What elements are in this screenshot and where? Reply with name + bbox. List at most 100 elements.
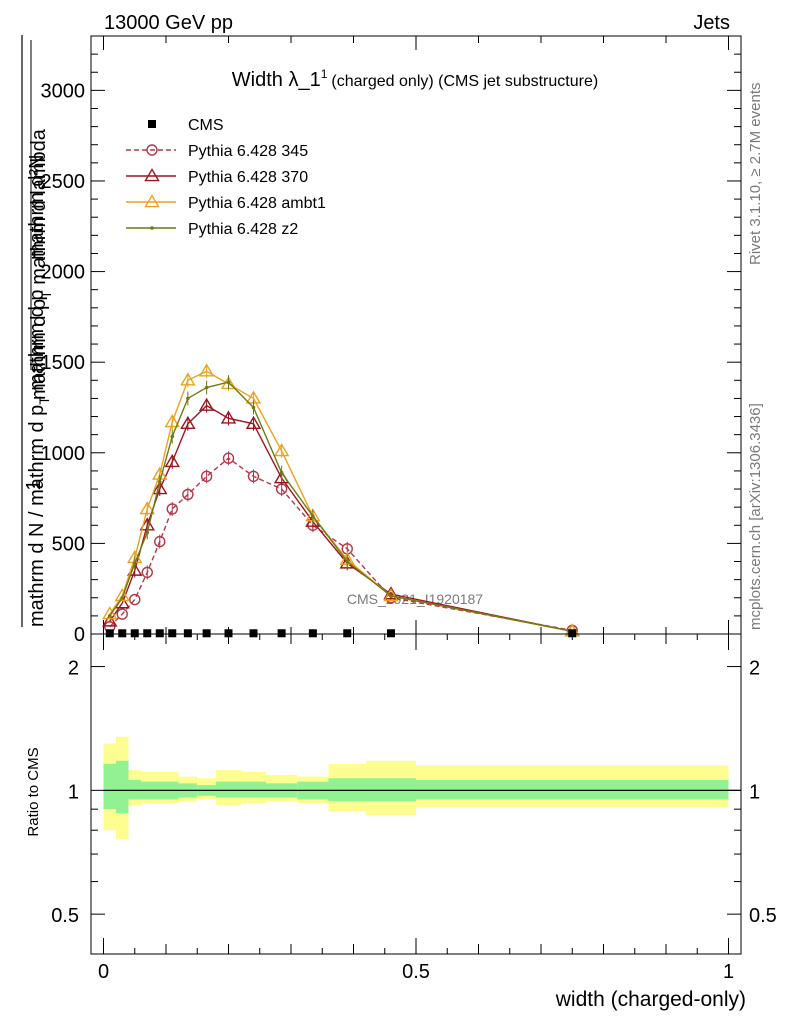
data-point [155, 629, 164, 638]
legend: CMS Pythia 6.428 345 Pythia 6.428 370 Pythi… [126, 117, 326, 238]
series-line [109, 370, 573, 632]
series-pythia-6-428-z2 [107, 375, 575, 634]
main-panel: 0 500 1000 1500 2000 2500 3000 Width λ_11 (char… [41, 35, 742, 646]
rivet-version-text: Rivet 3.1.10, ≥ 2.7M events [747, 83, 764, 266]
data-point [107, 614, 112, 618]
ratio-inner-band [103, 763, 116, 810]
legend-label: CMS [188, 117, 224, 134]
data-point [245, 415, 262, 430]
main-y-axis-label: 1 mathrm d N / mathrm d pT mathrm d p ma… [21, 35, 54, 627]
data-point [389, 594, 393, 598]
ratio-panel: 0.5 0.5 1 1 2 2 0 0.5 1 Ratio to CMS width (char… [25, 633, 777, 1011]
y-label-den-main: mathrm d N / mathrm d p [26, 405, 48, 627]
y-label-den-sub: T [36, 396, 52, 405]
legend-entry: CMS [148, 117, 224, 134]
legend-entry: Pythia 6.428 370 [126, 168, 308, 186]
series-pythia-6-428-345 [104, 451, 578, 637]
ratio-ticks [91, 634, 741, 954]
legend-entry: Pythia 6.428 345 [126, 143, 308, 160]
legend-marker [146, 144, 158, 156]
legend-marker [144, 168, 160, 182]
legend-marker [144, 194, 160, 208]
ratio-y-label: Ratio to CMS [25, 747, 42, 836]
legend-marker [150, 226, 154, 230]
data-point [130, 629, 139, 638]
title-main: Width λ_1 [232, 69, 321, 91]
data-point [345, 559, 350, 564]
ratio-inner-band [128, 779, 141, 800]
series-line [109, 404, 573, 632]
data-point [383, 588, 399, 602]
data-point [152, 481, 168, 495]
data-point [145, 530, 150, 535]
main-y-tick-label: 0 [74, 624, 85, 646]
series-cms [105, 629, 577, 638]
ratio-tick-labels: 0.5 0.5 1 1 2 2 0 0.5 1 [51, 658, 777, 983]
data-point [164, 453, 180, 468]
series-layer [102, 363, 580, 638]
data-point [226, 380, 231, 384]
mcplots-reference-text: mcplots.cern.ch [arXiv:1306.3436] [747, 403, 764, 630]
legend-marker [148, 120, 156, 128]
data-point [141, 566, 153, 579]
data-point [568, 629, 577, 638]
series-pythia-6-428-ambt1 [102, 363, 580, 637]
data-point [143, 629, 152, 638]
ratio-y-tick-label-right: 1 [749, 781, 760, 803]
data-point [132, 561, 137, 566]
title-sup: 1 [321, 67, 328, 81]
data-point [222, 452, 235, 464]
main-y-tick-label: 2500 [41, 171, 86, 193]
data-point [102, 606, 118, 620]
ratio-bands [103, 736, 741, 840]
ratio-inner-band [216, 781, 241, 798]
data-point [220, 410, 237, 424]
ratio-y-tick-label-right: 2 [749, 658, 760, 680]
data-point [277, 629, 286, 638]
series-line [109, 457, 573, 632]
legend-label: Pythia 6.428 z2 [188, 221, 298, 238]
data-point [249, 629, 258, 638]
data-point [251, 405, 256, 410]
series-line [109, 381, 573, 632]
data-point [166, 503, 178, 515]
series-pythia-6-428-370 [102, 397, 580, 637]
main-y-tick-label: 2000 [41, 262, 86, 284]
y-label-bottom-sub: T [38, 290, 54, 299]
data-point [164, 414, 180, 428]
data-point [186, 396, 190, 401]
data-point [311, 514, 315, 519]
data-point [343, 629, 352, 638]
main-y-tick-label: 3000 [41, 80, 86, 102]
ratio-inner-band [416, 779, 729, 800]
data-point [180, 415, 196, 430]
x-tick-label: 0.5 [402, 961, 430, 983]
x-axis-label: width (charged-only) [555, 988, 746, 1011]
data-point [183, 629, 192, 638]
data-point [279, 470, 284, 475]
ratio-y-tick-label-right: 0.5 [749, 905, 777, 927]
data-point [139, 501, 155, 515]
data-point [116, 608, 128, 620]
data-point [180, 372, 196, 386]
data-point [154, 535, 166, 548]
data-point [120, 595, 125, 600]
legend-label: Pythia 6.428 370 [188, 169, 308, 186]
data-point [157, 479, 162, 484]
ratio-inner-band [116, 760, 129, 814]
main-y-tick-label: 1000 [41, 443, 86, 465]
data-point [204, 385, 209, 390]
y-label-bottom-rest: mathrm d lambda [28, 128, 50, 290]
data-point [198, 397, 215, 411]
data-point [387, 629, 395, 638]
main-y-tick-label: 500 [52, 533, 85, 555]
ratio-y-tick-label: 0.5 [51, 905, 79, 927]
y-label-frac-numerator: 1 [23, 479, 45, 490]
ratio-inner-band [241, 781, 266, 798]
data-point [182, 488, 194, 501]
data-point [114, 588, 130, 602]
data-point [273, 443, 290, 457]
data-point [102, 613, 118, 627]
header-right: Jets [693, 12, 730, 34]
legend-label: Pythia 6.428 ambt1 [188, 195, 326, 212]
